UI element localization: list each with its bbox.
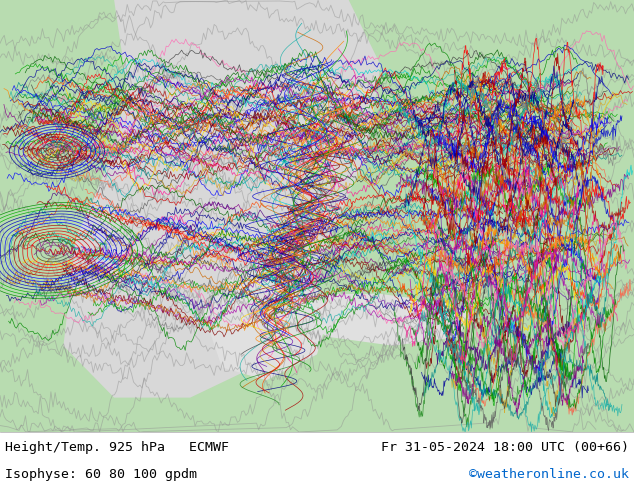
- Text: Height/Temp. 925 hPa   ECMWF: Height/Temp. 925 hPa ECMWF: [5, 441, 229, 454]
- Polygon shape: [63, 0, 380, 397]
- Polygon shape: [292, 294, 476, 346]
- Text: Isophyse: 60 80 100 gpdm: Isophyse: 60 80 100 gpdm: [5, 468, 197, 481]
- Text: Fr 31-05-2024 18:00 UTC (00+66): Fr 31-05-2024 18:00 UTC (00+66): [381, 441, 629, 454]
- Text: ©weatheronline.co.uk: ©weatheronline.co.uk: [469, 468, 629, 481]
- Polygon shape: [203, 268, 330, 380]
